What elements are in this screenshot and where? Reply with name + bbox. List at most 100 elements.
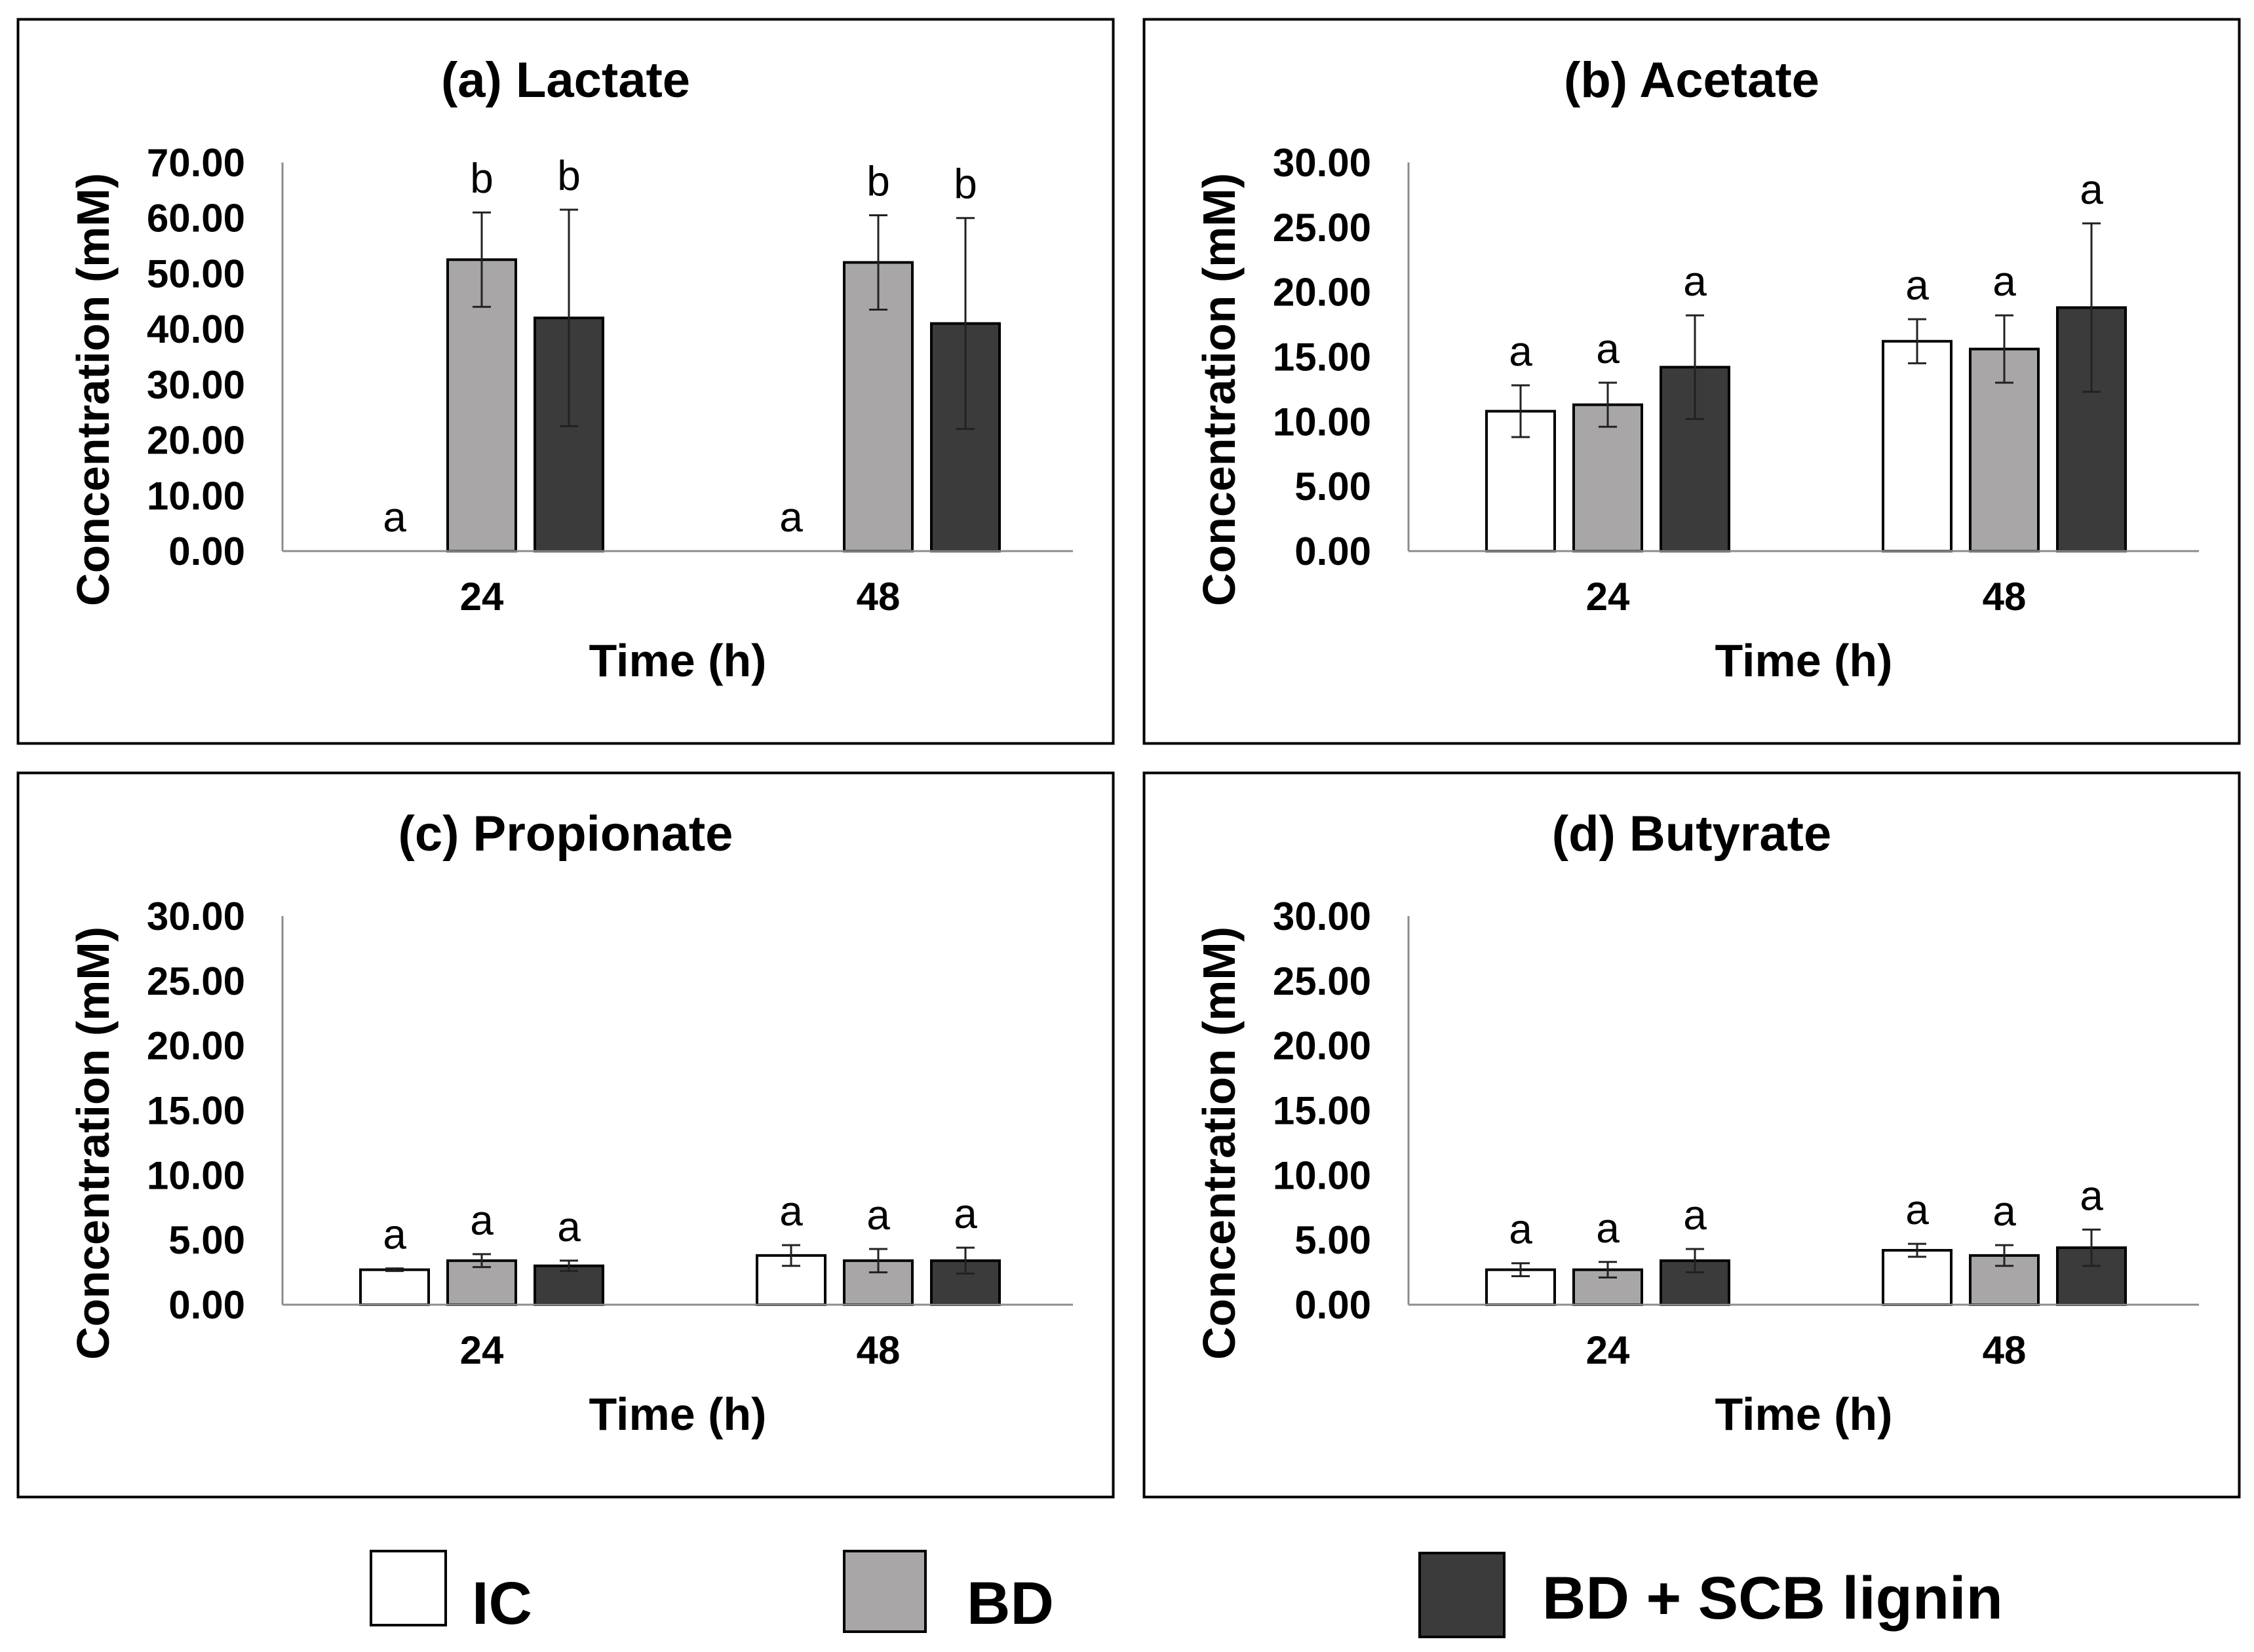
y-tick-label: 30.00 — [1273, 141, 1371, 185]
significance-letter: a — [1596, 325, 1620, 372]
y-tick-label: 10.00 — [1273, 1153, 1371, 1197]
legend-item-bd-scb-lignin: BD + SCB lignin — [1418, 1552, 2003, 1638]
error-bar — [385, 1267, 404, 1273]
significance-letter: a — [1992, 258, 2016, 305]
error-bar — [1599, 381, 1617, 428]
significance-letter: a — [779, 1187, 803, 1235]
y-tick-label: 25.00 — [147, 959, 245, 1003]
y-tick-label: 30.00 — [1273, 894, 1371, 938]
legend: IC BD BD + SCB lignin — [370, 1550, 2003, 1638]
panel-frame — [16, 771, 1115, 1499]
x-tick-label: 24 — [460, 575, 504, 619]
y-tick-label: 20.00 — [1273, 1024, 1371, 1068]
significance-letter: a — [1683, 1191, 1707, 1239]
chart-panel-d-butyrate: (d) Butyrate 0.00 5.00 10.00 15.00 20.00 25.00… — [1142, 771, 2241, 1499]
significance-letter: b — [557, 152, 581, 199]
significance-letter: a — [1992, 1187, 2016, 1235]
x-axis-title: Time (h) — [1715, 635, 1893, 686]
panel-title: (c) Propionate — [398, 806, 733, 862]
significance-letter: a — [1509, 328, 1532, 375]
legend-label: BD + SCB lignin — [1542, 1565, 2003, 1632]
error-bar — [473, 1253, 491, 1269]
bar-bd-scb-lignin-48 — [930, 322, 1001, 552]
significance-letter: a — [779, 493, 803, 541]
significance-letter: a — [1683, 258, 1707, 305]
error-bar — [1686, 1248, 1704, 1274]
chart-panel-c-propionate: (c) Propionate 0.00 5.00 10.00 15.00 20.00 25.… — [16, 771, 1115, 1499]
x-tick-label: 48 — [857, 575, 901, 619]
x-axis-title: Time (h) — [589, 635, 767, 686]
significance-letter: a — [2080, 166, 2103, 213]
x-tick-label: 24 — [1586, 575, 1630, 619]
y-tick-label: 10.00 — [147, 474, 245, 518]
significance-letter: a — [1905, 1186, 1929, 1233]
y-tick-label: 50.00 — [147, 252, 245, 296]
x-tick-label: 24 — [460, 1328, 504, 1372]
significance-letter: a — [1509, 1206, 1532, 1253]
y-tick-label: 5.00 — [168, 1218, 245, 1262]
error-bar — [782, 1244, 800, 1267]
error-bar — [560, 1259, 578, 1273]
y-axis-title: Concentration (mM) — [1194, 173, 1245, 606]
legend-swatch — [843, 1550, 927, 1633]
significance-letter: a — [557, 1203, 581, 1250]
y-tick-label: 30.00 — [147, 894, 245, 938]
panel-title: (a) Lactate — [441, 52, 690, 108]
y-tick-label: 70.00 — [147, 141, 245, 185]
y-tick-label: 20.00 — [147, 1024, 245, 1068]
chart-panel-b-acetate: (b) Acetate 0.00 5.00 10.00 15.00 20.00 25.00 3… — [1142, 18, 2241, 745]
x-tick-label: 48 — [1983, 575, 2027, 619]
significance-letter: b — [954, 161, 977, 208]
legend-item-bd: BD — [843, 1550, 1054, 1637]
error-bar — [956, 1246, 975, 1275]
x-tick-label: 48 — [857, 1328, 901, 1372]
y-tick-label: 25.00 — [1273, 206, 1371, 250]
y-tick-label: 60.00 — [147, 197, 245, 240]
significance-letter: a — [383, 1211, 406, 1258]
y-tick-label: 20.00 — [147, 419, 245, 463]
error-bar — [1511, 384, 1530, 438]
y-axis-title: Concentration (mM) — [68, 173, 119, 606]
y-tick-label: 10.00 — [147, 1153, 245, 1197]
panel-frame — [1142, 771, 2241, 1499]
legend-swatch — [370, 1550, 447, 1626]
y-tick-label: 15.00 — [147, 1089, 245, 1133]
error-bar — [1686, 314, 1704, 420]
significance-letter: b — [866, 157, 890, 204]
error-bar — [869, 214, 887, 311]
error-bar — [2082, 1228, 2101, 1267]
significance-letter: a — [2080, 1172, 2103, 1219]
error-bar — [473, 211, 491, 308]
y-tick-label: 5.00 — [1294, 1218, 1371, 1262]
error-bar — [1908, 1242, 1926, 1258]
y-tick-label: 40.00 — [147, 307, 245, 351]
legend-label: BD — [967, 1570, 1054, 1637]
chart-panel-a-lactate: (a) Lactate 0.00 10.00 20.00 30.00 40.00 50.00… — [16, 18, 1115, 745]
bar-ic-24 — [359, 1268, 430, 1307]
legend-swatch — [1418, 1552, 1506, 1638]
y-axis-title: Concentration (mM) — [1194, 927, 1245, 1360]
error-bar — [1599, 1261, 1617, 1278]
legend-item-ic: IC — [370, 1550, 532, 1637]
x-tick-label: 48 — [1983, 1328, 2027, 1372]
bar-bd-scb-lignin-24 — [534, 1264, 604, 1307]
legend-label: IC — [472, 1570, 532, 1637]
y-tick-label: 0.00 — [168, 1283, 245, 1327]
bar-ic-48 — [1882, 339, 1953, 552]
y-tick-label: 15.00 — [1273, 1089, 1371, 1133]
significance-letter: a — [383, 493, 406, 541]
error-bar — [2082, 222, 2101, 393]
x-axis-title: Time (h) — [589, 1389, 767, 1440]
error-bar — [1995, 1244, 2013, 1267]
y-tick-label: 0.00 — [1294, 529, 1371, 573]
y-axis-title: Concentration (mM) — [68, 927, 119, 1360]
y-tick-label: 0.00 — [1294, 1283, 1371, 1327]
significance-letter: a — [1596, 1204, 1620, 1252]
y-tick-label: 10.00 — [1273, 400, 1371, 444]
panel-title: (b) Acetate — [1564, 52, 1819, 108]
significance-letter: a — [866, 1191, 890, 1239]
significance-letter: b — [470, 155, 494, 202]
error-bar — [1995, 314, 2013, 384]
significance-letter: a — [954, 1190, 977, 1237]
